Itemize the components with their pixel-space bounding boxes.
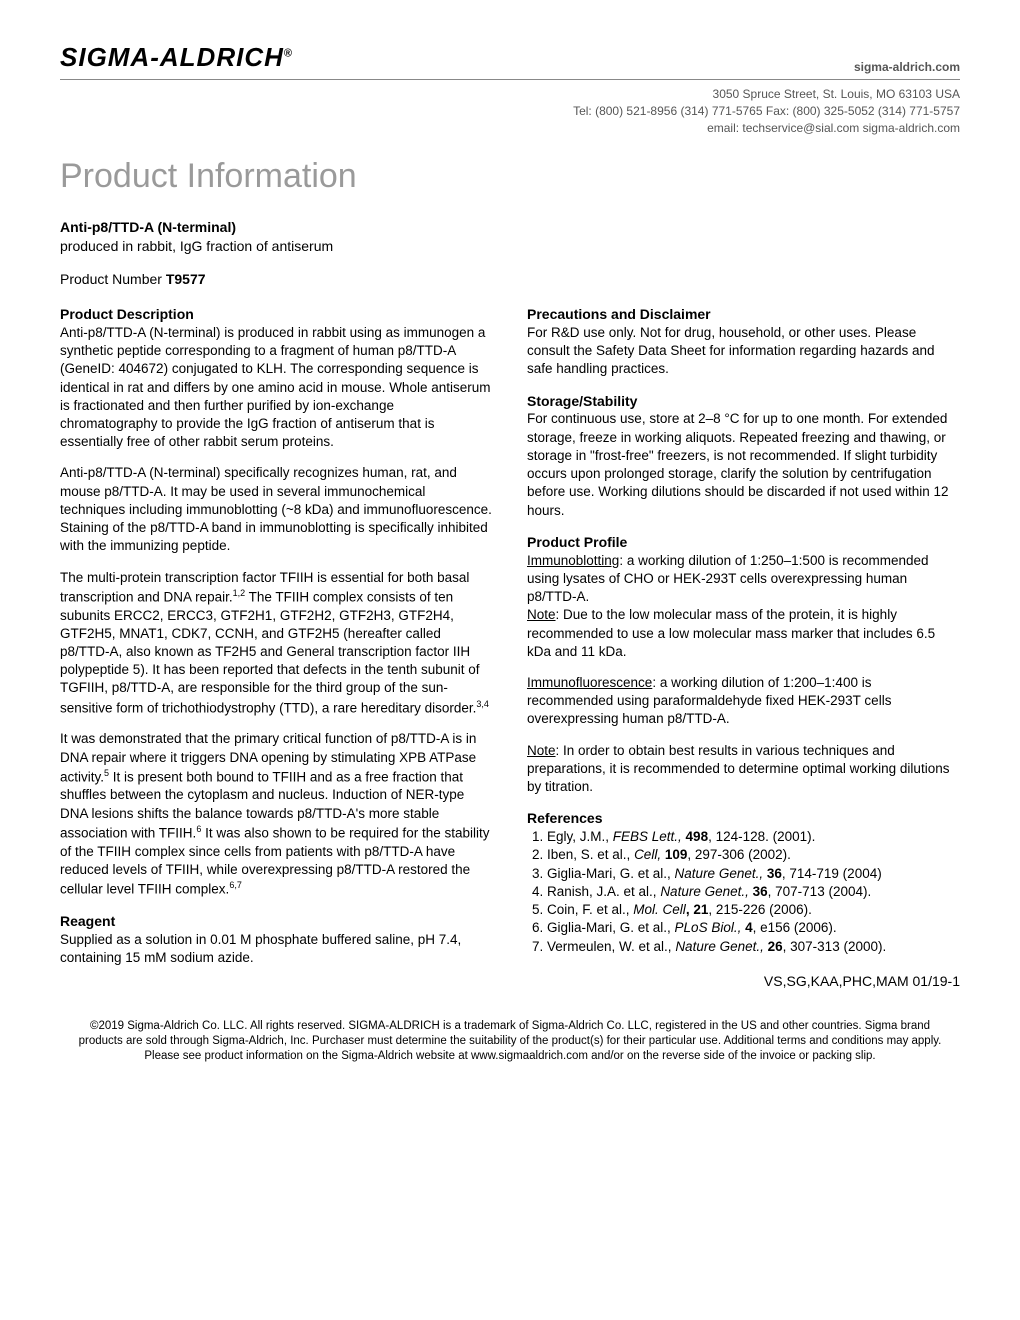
product-subtitle: produced in rabbit, IgG fraction of anti… <box>60 237 960 256</box>
profile-note2: Note: In order to obtain best results in… <box>527 742 960 797</box>
header-bar: SIGMA-ALDRICH® sigma-aldrich.com <box>60 40 960 80</box>
product-description-head: Product Description <box>60 305 493 324</box>
content-columns: Product Description Anti-p8/TTD-A (N-ter… <box>60 303 960 991</box>
address-line2: Tel: (800) 521-8956 (314) 771-5765 Fax: … <box>60 103 960 120</box>
ref-item: Giglia-Mari, G. et al., PLoS Biol., 4, e… <box>547 919 960 937</box>
desc-para-4: It was demonstrated that the primary cri… <box>60 730 493 898</box>
ref-item: Ranish, J.A. et al., Nature Genet., 36, … <box>547 883 960 901</box>
footer-legal: ©2019 Sigma-Aldrich Co. LLC. All rights … <box>60 1019 960 1064</box>
ref-item: Iben, S. et al., Cell, 109, 297-306 (200… <box>547 846 960 864</box>
page-title: Product Information <box>60 154 960 200</box>
ref-item: Vermeulen, W. et al., Nature Genet., 26,… <box>547 938 960 956</box>
desc-para-3: The multi-protein transcription factor T… <box>60 569 493 718</box>
logo-registered: ® <box>284 47 293 59</box>
reagent-head: Reagent <box>60 912 493 931</box>
logo: SIGMA-ALDRICH® <box>60 40 293 75</box>
references-head: References <box>527 809 960 828</box>
address-line1: 3050 Spruce Street, St. Louis, MO 63103 … <box>60 86 960 103</box>
ref-item: Coin, F. et al., Mol. Cell, 21, 215-226 … <box>547 901 960 919</box>
profile-if: Immunofluorescence: a working dilution o… <box>527 674 960 729</box>
address-line3: email: techservice@sial.com sigma-aldric… <box>60 120 960 137</box>
product-name: Anti-p8/TTD-A (N-terminal) <box>60 218 960 237</box>
ref-item: Egly, J.M., FEBS Lett., 498, 124-128. (2… <box>547 828 960 846</box>
precautions-para: For R&D use only. Not for drug, househol… <box>527 324 960 379</box>
references-list: Egly, J.M., FEBS Lett., 498, 124-128. (2… <box>527 828 960 956</box>
logo-text: SIGMA-ALDRICH <box>60 42 284 72</box>
product-number-value: T9577 <box>166 271 206 287</box>
precautions-head: Precautions and Disclaimer <box>527 305 960 324</box>
product-number-label: Product Number <box>60 271 166 287</box>
company-address: 3050 Spruce Street, St. Louis, MO 63103 … <box>60 86 960 136</box>
revision-code: VS,SG,KAA,PHC,MAM 01/19-1 <box>527 972 960 991</box>
left-column: Product Description Anti-p8/TTD-A (N-ter… <box>60 303 493 991</box>
storage-head: Storage/Stability <box>527 392 960 411</box>
desc-para-1: Anti-p8/TTD-A (N-terminal) is produced i… <box>60 324 493 452</box>
ref-item: Giglia-Mari, G. et al., Nature Genet., 3… <box>547 865 960 883</box>
profile-head: Product Profile <box>527 533 960 552</box>
right-column: Precautions and Disclaimer For R&D use o… <box>527 303 960 991</box>
desc-para-2: Anti-p8/TTD-A (N-terminal) specifically … <box>60 464 493 555</box>
reagent-para: Supplied as a solution in 0.01 M phospha… <box>60 931 493 967</box>
storage-para: For continuous use, store at 2–8 °C for … <box>527 410 960 519</box>
site-url: sigma-aldrich.com <box>854 59 960 75</box>
profile-ib: Immunoblotting: a working dilution of 1:… <box>527 552 960 661</box>
product-number: Product Number T9577 <box>60 270 960 289</box>
